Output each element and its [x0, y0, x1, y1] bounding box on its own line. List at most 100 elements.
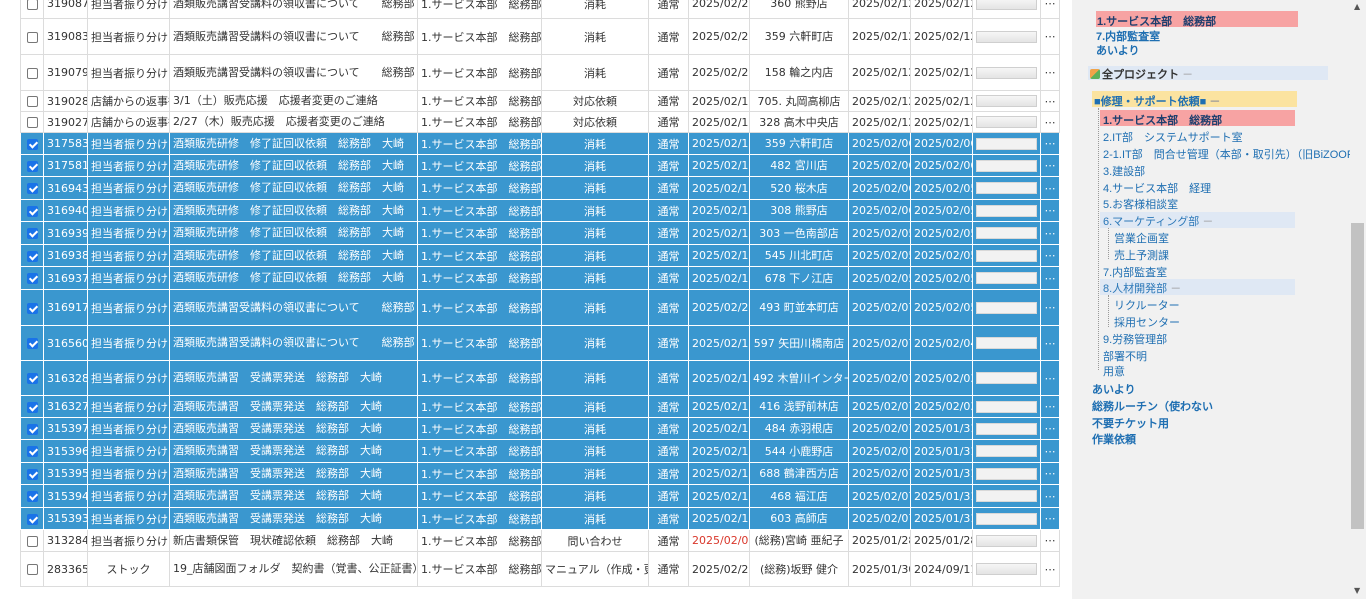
row-checkbox-cell[interactable]	[20, 507, 44, 530]
row-checkbox-cell[interactable]	[20, 360, 44, 396]
row-menu-button[interactable]: ⋯	[1040, 154, 1060, 177]
ticket-subject[interactable]: 2/27（木）販売応援 応援者変更のご連絡	[169, 111, 418, 133]
tree-item-construction[interactable]: 3.建設部	[1103, 166, 1146, 178]
row-checkbox[interactable]	[26, 0, 38, 10]
ticket-id[interactable]: 283365	[43, 551, 88, 587]
row-checkbox-cell[interactable]	[20, 154, 44, 177]
row-checkbox-cell[interactable]	[20, 221, 44, 245]
ticket-id[interactable]: 316917	[43, 289, 88, 326]
row-menu-button[interactable]: ⋯	[1040, 176, 1060, 200]
row-checkbox-cell[interactable]	[20, 289, 44, 326]
ticket-subject[interactable]: 酒類販売講習 受講票発送 総務部 大崎	[169, 395, 418, 418]
ticket-id[interactable]: 319028	[43, 90, 88, 112]
table-row[interactable]: 319027店舗からの返事待ち2/27（木）販売応援 応援者変更のご連絡1.サー…	[20, 111, 1060, 133]
tree-item-yoi[interactable]: 用意	[1103, 366, 1125, 378]
table-row[interactable]: 317581 担当者振り分け 酒類販売研修 修了証回収依頼 総務部 大崎 1.サービス…	[20, 154, 1060, 177]
ellipsis-icon[interactable]: ⋯	[1044, 336, 1056, 350]
ticket-id[interactable]: 316327	[43, 395, 88, 418]
repair-support-root[interactable]: ■修理・サポート依頼■ －	[1092, 91, 1297, 108]
row-checkbox[interactable]	[26, 250, 38, 262]
ticket-id[interactable]: 319027	[43, 111, 88, 133]
ticket-id[interactable]: 319087	[43, 0, 88, 19]
table-row[interactable]: 316937 担当者振り分け 酒類販売研修 修了証回収依頼 総務部 大崎 1.サービス…	[20, 266, 1060, 290]
row-checkbox-cell[interactable]	[20, 417, 44, 440]
ticket-id[interactable]: 315393	[43, 507, 88, 530]
row-checkbox[interactable]	[26, 401, 38, 413]
ticket-subject[interactable]: 酒類販売研修 修了証回収依頼 総務部 大崎	[169, 266, 418, 290]
ticket-subject[interactable]: 酒類販売研修 修了証回収依頼 総務部 大崎	[169, 244, 418, 267]
ticket-id[interactable]: 316328	[43, 360, 88, 396]
ellipsis-icon[interactable]: ⋯	[1044, 249, 1056, 262]
ticket-id[interactable]: 316939	[43, 221, 88, 245]
ticket-subject[interactable]: 酒類販売研修 修了証回収依頼 総務部 大崎	[169, 132, 418, 155]
row-checkbox-cell[interactable]	[20, 0, 44, 19]
ticket-subject[interactable]: 新店書類保管 現状確認依頼 総務部 大崎	[169, 529, 418, 552]
table-row[interactable]: 313284 担当者振り分け 新店書類保管 現状確認依頼 総務部 大崎 1.サービス本…	[20, 529, 1060, 552]
ticket-subject[interactable]: 酒類販売講習受講料の領収書について 総務部 大崎	[169, 54, 418, 91]
ticket-id[interactable]: 316940	[43, 199, 88, 222]
row-checkbox-cell[interactable]	[20, 395, 44, 418]
row-checkbox-cell[interactable]	[20, 551, 44, 587]
row-menu-button[interactable]: ⋯	[1040, 266, 1060, 290]
ticket-subject[interactable]: 酒類販売研修 修了証回収依頼 総務部 大崎	[169, 154, 418, 177]
tree-item-general-affairs[interactable]: 1.サービス本部 総務部	[1100, 110, 1295, 127]
row-checkbox[interactable]	[26, 96, 38, 107]
ticket-subject[interactable]: 酒類販売講習 受講票発送 総務部 大崎	[169, 462, 418, 485]
ellipsis-icon[interactable]: ⋯	[1044, 181, 1056, 195]
ellipsis-icon[interactable]: ⋯	[1044, 271, 1056, 285]
row-menu-button[interactable]: ⋯	[1040, 244, 1060, 267]
tree-item-accounting[interactable]: 4.サービス本部 経理	[1103, 183, 1212, 195]
ellipsis-icon[interactable]: ⋯	[1044, 489, 1056, 503]
row-checkbox[interactable]	[26, 338, 38, 349]
tree-item-marketing[interactable]: 6.マーケティング部 －	[1100, 212, 1295, 228]
scroll-up-icon[interactable]: ▲	[1354, 2, 1361, 11]
tree-item-it-inquiry[interactable]: 2-1.IT部 問合せ管理（本部・取引先）（旧BiZOOP	[1103, 149, 1350, 161]
tree-item-sales-forecast[interactable]: 売上予測課	[1114, 250, 1169, 262]
ellipsis-icon[interactable]: ⋯	[1044, 301, 1056, 314]
ellipsis-icon[interactable]: ⋯	[1044, 534, 1056, 547]
tree-item-audit[interactable]: 7.内部監査室	[1103, 267, 1168, 279]
tree-item-recruiter[interactable]: リクルーター	[1114, 300, 1180, 312]
ticket-subject[interactable]: 酒類販売講習受講料の領収書について 総務部 大崎	[169, 289, 418, 326]
sidebar-link-aiyori-2[interactable]: あいより	[1092, 384, 1136, 396]
ticket-id[interactable]: 316943	[43, 176, 88, 200]
table-row[interactable]: 317583 担当者振り分け 酒類販売研修 修了証回収依頼 総務部 大崎 1.サービス…	[20, 132, 1060, 155]
row-checkbox[interactable]	[26, 138, 38, 150]
table-row[interactable]: 316943 担当者振り分け 酒類販売研修 修了証回収依頼 総務部 大崎 1.サービス…	[20, 176, 1060, 200]
row-menu-button[interactable]: ⋯	[1040, 221, 1060, 245]
row-checkbox-cell[interactable]	[20, 266, 44, 290]
table-row[interactable]: 319028店舗からの返事待ち3/1（土）販売応援 応援者変更のご連絡1.サービ…	[20, 90, 1060, 112]
ellipsis-icon[interactable]: ⋯	[1044, 512, 1056, 525]
tree-item-it-support[interactable]: 2.IT部 システムサポート室	[1103, 132, 1243, 144]
table-row[interactable]: 316327 担当者振り分け 酒類販売講習 受講票発送 総務部 大崎 1.サービス本部…	[20, 395, 1060, 418]
ticket-subject[interactable]: 酒類販売講習 受講票発送 総務部 大崎	[169, 417, 418, 440]
row-menu-button[interactable]: ⋯	[1040, 360, 1060, 396]
ticket-id[interactable]: 319083	[43, 18, 88, 55]
row-checkbox-cell[interactable]	[20, 462, 44, 485]
row-menu-button[interactable]: ⋯	[1040, 111, 1060, 133]
table-row[interactable]: 316938 担当者振り分け 酒類販売研修 修了証回収依頼 総務部 大崎 1.サービス…	[20, 244, 1060, 267]
row-checkbox[interactable]	[26, 564, 38, 575]
ticket-subject[interactable]: 酒類販売講習 受講票発送 総務部 大崎	[169, 439, 418, 463]
sidebar-link-work-request[interactable]: 作業依頼	[1092, 434, 1136, 446]
row-checkbox[interactable]	[26, 446, 38, 457]
table-row[interactable]: 316939 担当者振り分け 酒類販売研修 修了証回収依頼 総務部 大崎 1.サービス…	[20, 221, 1060, 245]
row-menu-button[interactable]: ⋯	[1040, 325, 1060, 361]
row-menu-button[interactable]: ⋯	[1040, 395, 1060, 418]
scrollbar-thumb[interactable]	[1351, 223, 1364, 529]
ticket-subject[interactable]: 19_店舗図面フォルダ 契約書（覚書、公正証書）整理＋公正証書PDF化	[169, 551, 418, 587]
ticket-subject[interactable]: 酒類販売研修 修了証回収依頼 総務部 大崎	[169, 199, 418, 222]
row-menu-button[interactable]: ⋯	[1040, 507, 1060, 530]
row-menu-button[interactable]: ⋯	[1040, 18, 1060, 55]
ticket-id[interactable]: 316937	[43, 266, 88, 290]
ticket-id[interactable]: 313284	[43, 529, 88, 552]
table-row[interactable]: 315396 担当者振り分け 酒類販売講習 受講票発送 総務部 大崎 1.サービス本部…	[20, 439, 1060, 463]
ellipsis-icon[interactable]: ⋯	[1044, 204, 1056, 217]
row-checkbox-cell[interactable]	[20, 132, 44, 155]
ticket-id[interactable]: 316560	[43, 325, 88, 361]
row-checkbox[interactable]	[26, 183, 38, 194]
ellipsis-icon[interactable]: ⋯	[1044, 0, 1056, 10]
